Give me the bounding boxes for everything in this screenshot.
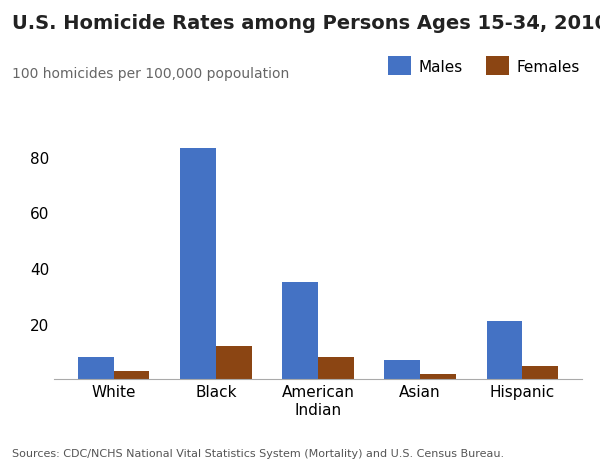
Bar	[318, 357, 354, 380]
Bar	[180, 149, 216, 380]
Bar	[487, 321, 522, 380]
Bar	[216, 346, 251, 380]
Text: Sources: CDC/NCHS National Vital Statistics System (Mortality) and U.S. Census B: Sources: CDC/NCHS National Vital Statist…	[12, 448, 504, 458]
Bar	[522, 366, 558, 380]
Bar	[282, 282, 318, 380]
Bar	[420, 374, 456, 380]
Bar	[78, 357, 114, 380]
Bar	[114, 371, 149, 380]
Text: 100 homicides per 100,000 popoulation: 100 homicides per 100,000 popoulation	[12, 67, 289, 81]
Legend: Males, Females: Males, Females	[388, 57, 580, 76]
Bar	[385, 360, 420, 380]
Text: U.S. Homicide Rates among Persons Ages 15-34, 2010: U.S. Homicide Rates among Persons Ages 1…	[12, 14, 600, 33]
